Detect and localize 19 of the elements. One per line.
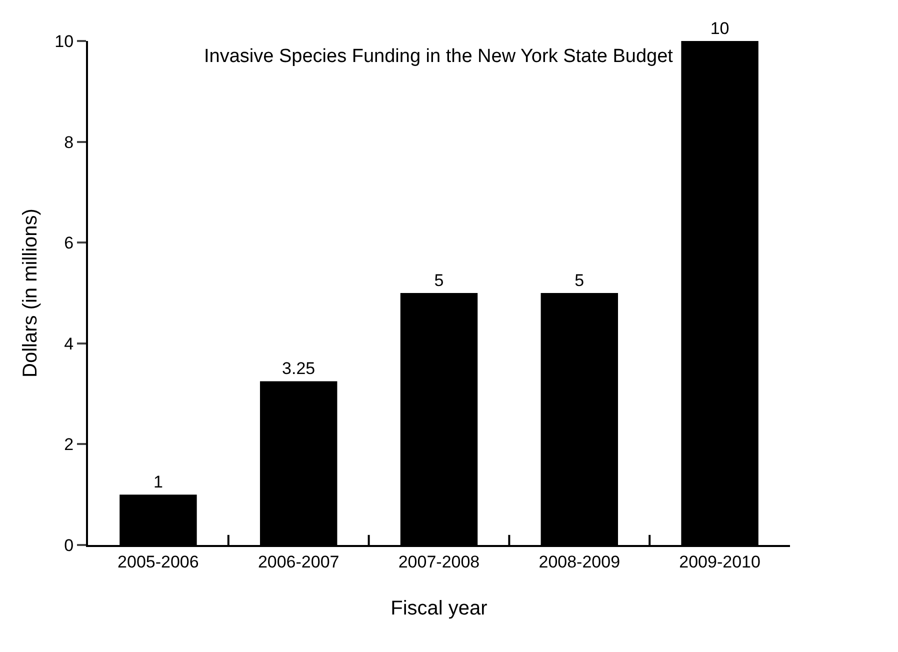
- y-tick-label: 4: [64, 334, 74, 354]
- x-tick-label: 2009-2010: [679, 552, 760, 572]
- chart-title: Invasive Species Funding in the New York State Budget: [204, 46, 674, 67]
- data-label: 1: [153, 472, 163, 492]
- y-tick-label: 0: [64, 536, 74, 555]
- x-tick-label: 2008-2009: [538, 552, 620, 572]
- y-tick-label: 2: [64, 435, 74, 454]
- x-tick-label: 2005-2006: [118, 552, 199, 572]
- data-label: 5: [434, 271, 444, 290]
- y-tick-label: 8: [64, 132, 74, 152]
- data-label: 10: [710, 19, 730, 38]
- y-tick-label: 6: [64, 234, 74, 253]
- x-tick-label: 2007-2008: [398, 552, 480, 572]
- y-tick-label: 10: [54, 32, 74, 51]
- y-axis-title: Dollars (in millions): [20, 208, 42, 378]
- x-tick-label: 2006-2007: [258, 552, 340, 572]
- data-label: 3.25: [282, 359, 316, 378]
- data-label: 5: [574, 271, 584, 290]
- x-axis-title: Fiscal year: [390, 597, 488, 620]
